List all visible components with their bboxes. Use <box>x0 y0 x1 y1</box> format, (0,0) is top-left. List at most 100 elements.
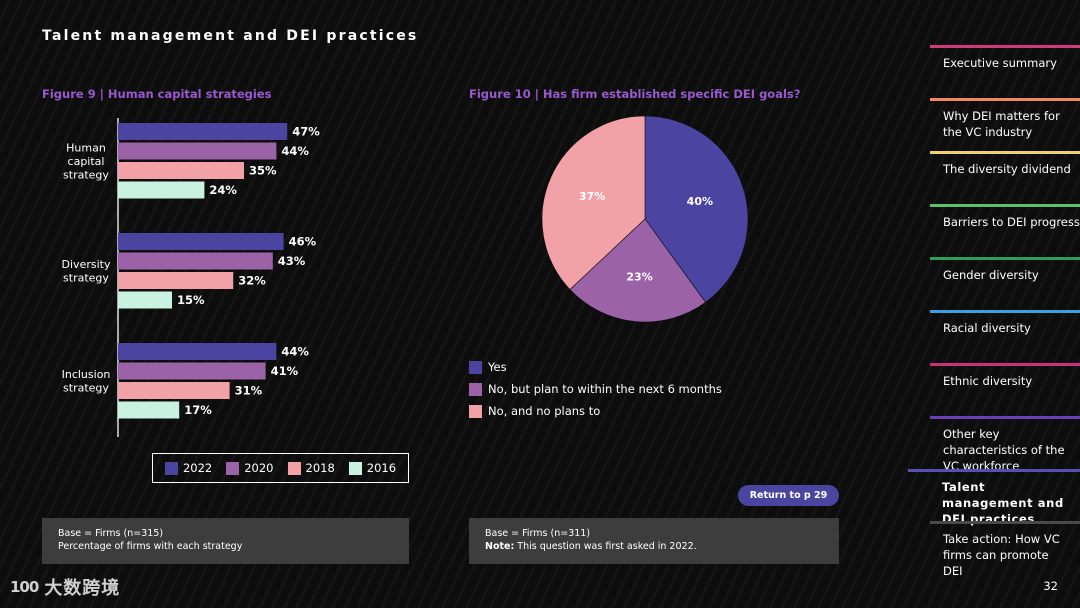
bar-2018-0 <box>118 162 244 179</box>
nav-label: Barriers to DEI progress <box>943 215 1080 229</box>
nav-line <box>930 151 1080 154</box>
pie-legend-plan: No, but plan to within the next 6 months <box>469 378 722 400</box>
pie-legend-noplan: No, and no plans to <box>469 400 722 422</box>
pie-swatch-plan <box>469 382 482 396</box>
bar-value-label: 35% <box>249 164 277 178</box>
bar-value-label: 41% <box>271 364 299 378</box>
legend-label-2020: 2020 <box>244 461 274 475</box>
nav-item-diversity-dividend[interactable]: The diversity dividend <box>930 151 1080 177</box>
nav-item-other-characteristics[interactable]: Other key characteristics of the VC work… <box>930 416 1080 474</box>
nav-item-ethnic-diversity[interactable]: Ethnic diversity <box>930 363 1080 389</box>
bar-2022-1 <box>118 233 284 250</box>
pie-legend-label-plan: No, but plan to within the next 6 months <box>488 382 722 396</box>
legend-swatch-2020 <box>226 461 240 475</box>
legend-swatch-2022 <box>164 461 178 475</box>
legend-item-2020: 2020 <box>226 461 274 475</box>
figure-10-note: Note: This question was first asked in 2… <box>485 540 823 553</box>
watermark-text: 大数跨境 <box>44 578 121 599</box>
bar-2020-1 <box>118 252 273 270</box>
bar-2018-2 <box>118 382 230 399</box>
category-label: strategy <box>63 272 109 285</box>
pie-swatch-yes <box>469 360 482 374</box>
pie-swatch-noplan <box>469 404 482 418</box>
nav-line <box>908 469 1080 472</box>
nav-item-racial-diversity[interactable]: Racial diversity <box>930 310 1080 336</box>
pie-slice-2 <box>541 115 646 290</box>
nav-line <box>930 521 1080 524</box>
bar-2022-0 <box>118 123 288 140</box>
bar-value-label: 24% <box>209 183 237 197</box>
legend-item-2022: 2022 <box>164 461 213 475</box>
category-label: Diversity <box>62 258 111 271</box>
nav-item-talent-management[interactable]: Talent management and DEI practices <box>908 469 1080 527</box>
nav-line <box>930 416 1080 419</box>
nav-item-gender-diversity[interactable]: Gender diversity <box>930 257 1080 283</box>
pie-value-label: 23% <box>626 270 652 283</box>
figure-10-title: Figure 10 | Has firm established specifi… <box>469 87 801 101</box>
nav-label: Racial diversity <box>943 321 1031 335</box>
pie-value-label: 37% <box>579 190 605 203</box>
watermark-mark: 100 <box>10 578 39 596</box>
bar-value-label: 43% <box>278 254 306 268</box>
pie-chart-legend: Yes No, but plan to within the next 6 mo… <box>469 356 722 422</box>
figure-9-description: Percentage of firms with each strategy <box>58 541 243 552</box>
nav-label: Take action: How VC firms can promote DE… <box>943 532 1060 578</box>
dei-goals-pie-chart: 40% 23% 37% <box>541 115 749 323</box>
bar-2018-1 <box>118 272 234 289</box>
figure-9-title: Figure 9 | Human capital strategies <box>42 87 272 101</box>
human-capital-bar-chart: 47%44%35%24%Humancapitalstrategy46%43%32… <box>62 118 320 437</box>
nav-label: The diversity dividend <box>943 162 1071 176</box>
bar-value-label: 32% <box>238 274 266 288</box>
bar-2020-2 <box>118 362 266 380</box>
nav-label: Talent management and DEI practices <box>942 480 1064 526</box>
figure-9-base-note: Base = Firms (n=315) Percentage of firms… <box>42 518 409 564</box>
nav-label: Other key characteristics of the VC work… <box>943 427 1065 473</box>
pie-legend-label-yes: Yes <box>488 360 507 374</box>
nav-line <box>930 310 1080 313</box>
nav-item-barriers[interactable]: Barriers to DEI progress <box>930 204 1080 230</box>
bar-2020-0 <box>118 142 277 160</box>
nav-label: Ethnic diversity <box>943 374 1033 388</box>
figure-10-base-note: Base = Firms (n=311) Note: This question… <box>469 518 839 564</box>
pie-legend-yes: Yes <box>469 356 722 378</box>
nav-line <box>930 45 1080 48</box>
return-to-p29-button[interactable]: Return to p 29 <box>738 485 839 506</box>
nav-item-executive-summary[interactable]: Executive summary <box>930 45 1080 71</box>
bar-chart-legend: 2022 2020 2018 2016 <box>152 453 409 483</box>
legend-swatch-2018 <box>287 461 301 475</box>
page-number: 32 <box>1043 579 1058 593</box>
bar-2016-0 <box>118 181 205 199</box>
legend-item-2016: 2016 <box>348 461 396 475</box>
nav-label: Gender diversity <box>943 268 1039 282</box>
bar-value-label: 46% <box>289 235 317 249</box>
page-title: Talent management and DEI practices <box>42 28 419 44</box>
legend-label-2022: 2022 <box>182 461 213 475</box>
pie-slice-1 <box>569 218 706 323</box>
nav-label: Why DEI matters for the VC industry <box>943 109 1060 139</box>
pie-slice-0 <box>644 115 749 303</box>
bar-value-label: 15% <box>177 293 205 307</box>
nav-line <box>930 98 1080 101</box>
figure-9-base: Base = Firms (n=315) <box>58 528 164 539</box>
nav-item-take-action[interactable]: Take action: How VC firms can promote DE… <box>930 521 1080 579</box>
watermark-logo: 100 大数跨境 <box>10 574 120 600</box>
bar-value-label: 31% <box>235 384 263 398</box>
bar-value-label: 47% <box>292 125 320 139</box>
bar-2016-2 <box>118 401 180 419</box>
bar-2022-2 <box>118 343 277 360</box>
nav-line <box>930 257 1080 260</box>
figure-10-note-text: This question was first asked in 2022. <box>514 541 697 552</box>
pie-legend-label-noplan: No, and no plans to <box>488 404 601 418</box>
category-label: strategy <box>63 168 109 181</box>
category-label: capital <box>68 155 105 168</box>
legend-label-2018: 2018 <box>305 461 335 475</box>
bar-2016-1 <box>118 291 172 309</box>
figure-10-note-label: Note: <box>485 541 515 552</box>
nav-item-why-dei-matters[interactable]: Why DEI matters for the VC industry <box>930 98 1080 140</box>
legend-item-2018: 2018 <box>287 461 335 475</box>
category-label: Human <box>66 141 106 154</box>
nav-line <box>930 204 1080 207</box>
bar-value-label: 44% <box>281 345 309 359</box>
figure-10-base: Base = Firms (n=311) <box>485 528 591 539</box>
bar-value-label: 17% <box>184 403 212 417</box>
